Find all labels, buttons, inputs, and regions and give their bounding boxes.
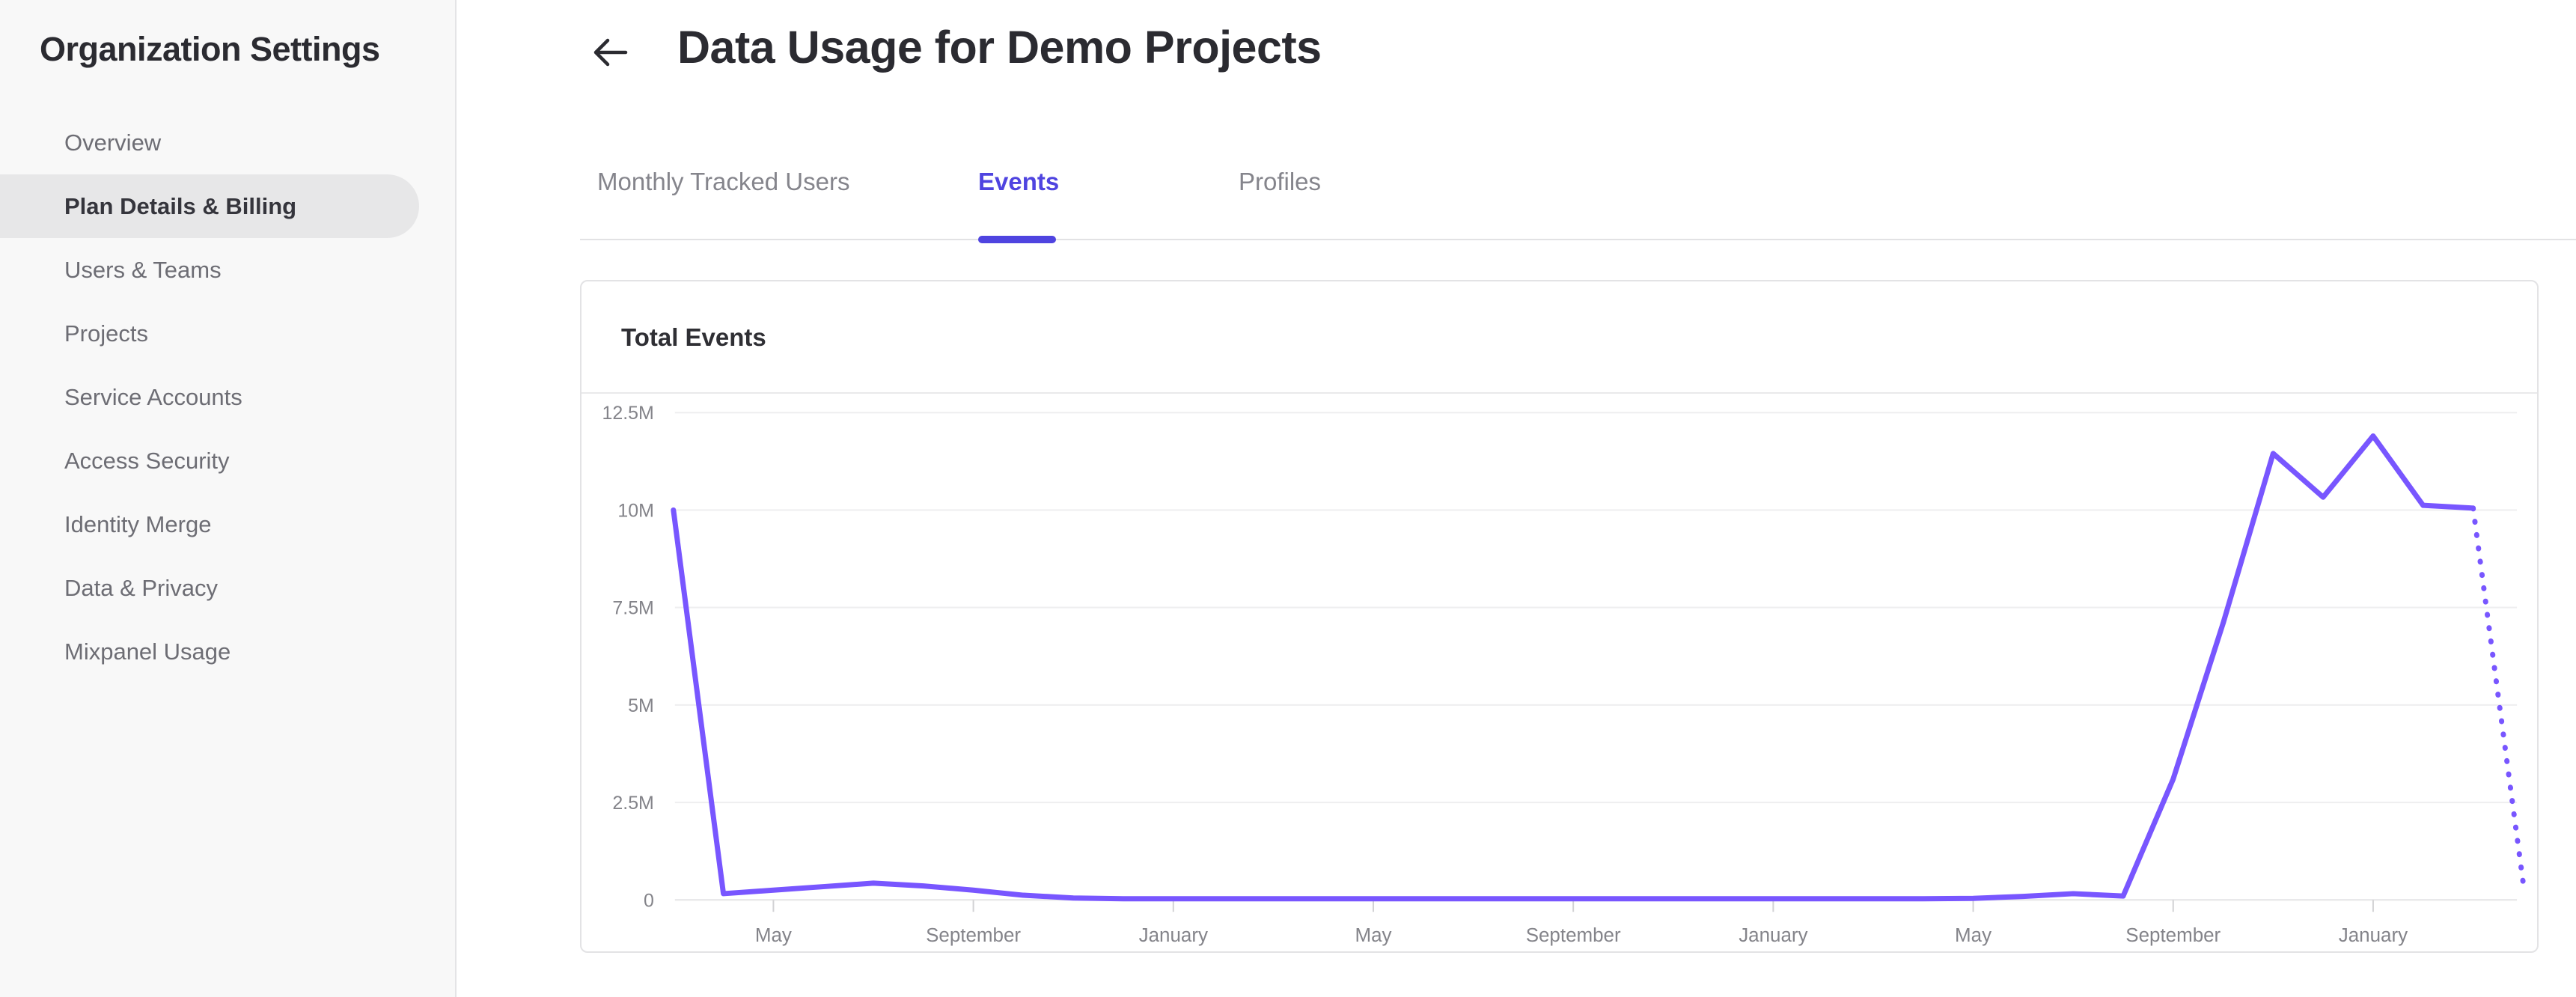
y-tick-label: 10M: [617, 500, 654, 521]
x-tick-label: January: [1139, 925, 1208, 946]
total-events-line-projection-dotted: [2470, 505, 2526, 885]
tabs-divider: [580, 239, 2576, 240]
card-title: Total Events: [621, 323, 766, 351]
x-tick-label: September: [926, 925, 1021, 946]
tab-monthly-tracked-users[interactable]: Monthly Tracked Users: [597, 168, 850, 195]
sidebar-item-mixpanel-usage[interactable]: Mixpanel Usage: [64, 638, 231, 665]
tab-profiles[interactable]: Profiles: [1239, 168, 1322, 195]
sidebar-nav: Overview Plan Details & Billing Users & …: [0, 111, 454, 683]
x-tick-label: September: [2125, 925, 2221, 946]
total-events-line: [671, 433, 2476, 902]
y-tick-label: 0: [644, 890, 654, 911]
main-content: Data Usage for Demo Projects Monthly Tra…: [457, 0, 2576, 997]
y-tick-label: 12.5M: [602, 403, 654, 424]
y-tick-label: 5M: [628, 695, 654, 716]
x-tick-label: May: [1955, 925, 1991, 946]
sidebar-item-projects[interactable]: Projects: [64, 320, 148, 347]
x-tick-label: May: [1355, 925, 1391, 946]
x-tick-label: January: [2339, 925, 2408, 946]
sidebar-item-plan-details-billing[interactable]: Plan Details & Billing: [0, 174, 419, 238]
sidebar-item-users-teams[interactable]: Users & Teams: [64, 256, 222, 283]
sidebar-title: Organization Settings: [40, 30, 380, 68]
sidebar-item-data-privacy[interactable]: Data & Privacy: [64, 574, 219, 601]
card-header: Total Events: [582, 281, 2537, 394]
active-tab-underline: [978, 236, 1056, 243]
back-button[interactable]: [585, 30, 633, 78]
sidebar: Organization Settings Overview Plan Deta…: [0, 0, 457, 997]
y-tick-label: 7.5M: [612, 598, 653, 619]
x-tick-label: January: [1739, 925, 1807, 946]
sidebar-item-access-security[interactable]: Access Security: [64, 447, 230, 474]
y-tick-label: 2.5M: [612, 793, 653, 814]
x-tick-label: May: [755, 925, 792, 946]
arrow-left-icon: [588, 31, 630, 77]
tab-events[interactable]: Events: [978, 168, 1060, 195]
x-tick-label: September: [1526, 925, 1621, 946]
page-title: Data Usage for Demo Projects: [677, 22, 1322, 73]
total-events-line-chart: 0 2.5M 5M 7.5M 10M 12.5M May September January Ma…: [602, 403, 2526, 946]
sidebar-item-identity-merge[interactable]: Identity Merge: [64, 510, 212, 537]
total-events-card: Total Events 0 2.5M 5M 7.5M 10M 12.5M May Septe…: [580, 280, 2539, 953]
sidebar-item-overview[interactable]: Overview: [64, 129, 162, 156]
sidebar-item-service-accounts[interactable]: Service Accounts: [64, 383, 242, 410]
